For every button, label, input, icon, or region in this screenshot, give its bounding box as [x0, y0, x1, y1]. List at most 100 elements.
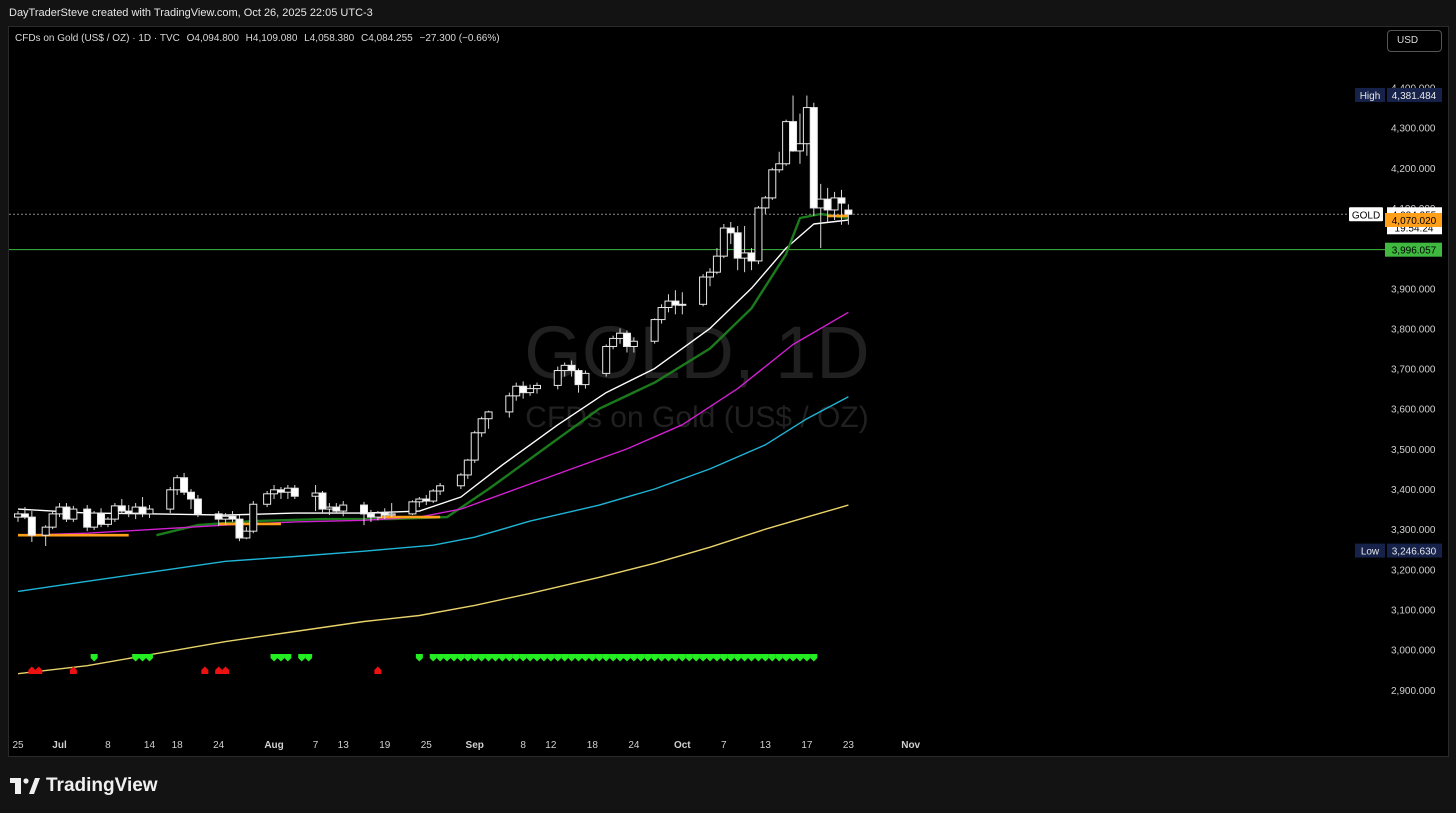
x-tick-label: 25 [12, 740, 24, 751]
candle-body-50 [463, 459, 472, 476]
open-value: O4,094.800 [186, 33, 239, 44]
buy-signal-30 [568, 654, 576, 662]
sell-signal-4 [215, 666, 223, 674]
buy-signal-28 [554, 654, 562, 662]
buy-signal-38 [623, 654, 631, 662]
candle-body-31 [276, 489, 285, 493]
candle-body-92 [823, 198, 832, 211]
buy-signal-35 [602, 654, 610, 662]
candle-body-24 [221, 515, 230, 520]
sell-signal-6 [374, 666, 382, 674]
tradingview-logo[interactable]: TradingView [10, 774, 158, 798]
candle-body-37 [332, 506, 341, 512]
buy-signal-14 [457, 654, 465, 662]
x-tick-label: 14 [144, 740, 156, 751]
candle-body-46 [422, 498, 431, 502]
candle-body-85 [775, 163, 784, 171]
candle-body-29 [263, 493, 272, 505]
candle-body-84 [768, 169, 777, 199]
candle-body-64 [602, 345, 611, 374]
buy-signal-12 [443, 654, 451, 662]
candle-body-5 [55, 506, 64, 515]
high-tag-text: High [1360, 91, 1381, 102]
candle-body-18 [166, 489, 175, 510]
buy-signal-54 [734, 654, 742, 662]
y-tick-label: 3,600.000 [1391, 405, 1436, 416]
candle-body-36 [325, 506, 334, 510]
candle-body-6 [62, 506, 71, 520]
candle-body-61 [567, 364, 576, 372]
candle-body-54 [505, 395, 514, 413]
buy-signal-39 [630, 654, 638, 662]
y-tick-label: 3,400.000 [1391, 485, 1436, 496]
candle-body-27 [242, 530, 251, 539]
buy-signal-48 [692, 654, 700, 662]
buy-signal-60 [775, 654, 783, 662]
x-tick-label: 18 [172, 740, 184, 751]
buy-signal-36 [609, 654, 617, 662]
buy-signal-7 [298, 654, 306, 662]
sell-signal-2 [69, 666, 77, 674]
y-tick-label: 3,100.000 [1391, 605, 1436, 616]
candle-body-81 [747, 252, 756, 262]
buy-signal-32 [581, 654, 589, 662]
candle-body-12 [110, 505, 119, 520]
candle-body-76 [712, 255, 721, 273]
candle-body-34 [311, 492, 320, 497]
change-value: −27.300 (−0.66%) [419, 33, 500, 44]
low-tag [1355, 543, 1385, 558]
candle-body-35 [318, 492, 327, 510]
candle-body-89 [802, 107, 811, 145]
candle-body-74 [699, 276, 708, 305]
candle-body-77 [719, 227, 728, 257]
candle-body-4 [48, 513, 57, 528]
indicator-line-2 [17, 311, 849, 536]
buy-signal-1 [132, 654, 140, 662]
buy-signal-27 [547, 654, 555, 662]
x-tick-label: 13 [760, 740, 772, 751]
buy-signal-0 [90, 654, 98, 662]
x-tick-label: 13 [338, 740, 350, 751]
candle-body-71 [664, 300, 673, 309]
candle-body-40 [366, 513, 375, 518]
chart-frame[interactable] [8, 26, 1449, 757]
x-tick-label: Jul [52, 740, 67, 751]
buy-signal-46 [678, 654, 686, 662]
x-tick-label: Oct [674, 740, 691, 751]
candle-body-95 [844, 209, 853, 215]
buy-signal-53 [727, 654, 735, 662]
candle-body-17 [145, 508, 154, 515]
close-value: C4,084.255 [361, 33, 413, 44]
buy-signal-63 [796, 654, 804, 662]
candle-body-86 [782, 121, 791, 165]
buy-signal-24 [526, 654, 534, 662]
currency-button[interactable]: USD [1387, 30, 1442, 52]
candle-body-59 [553, 370, 562, 386]
price-labels: High4,381.484Low3,246.630GOLD4,084.25519… [1349, 87, 1442, 558]
symbol-description[interactable]: CFDs on Gold (US$ / OZ) · 1D · TVC [15, 33, 180, 44]
candle-body-63 [581, 372, 590, 386]
candle-body-55 [512, 385, 521, 397]
candle-body-44 [408, 501, 417, 515]
y-tick-label: 3,900.000 [1391, 284, 1436, 295]
candle-body-48 [436, 485, 445, 492]
candle-body-75 [706, 271, 714, 278]
candle-body-88 [795, 143, 804, 152]
sell-signal-3 [201, 666, 209, 674]
candle-body-68 [629, 340, 638, 347]
x-tick-label: Sep [466, 740, 484, 751]
buy-signal-51 [713, 654, 721, 662]
candle-body-49 [456, 474, 465, 487]
buy-signal-50 [706, 654, 714, 662]
tradingview-logo-icon [10, 778, 40, 794]
candle-body-26 [235, 518, 244, 539]
candle-body-1 [20, 513, 29, 518]
attribution-text: DayTraderSteve created with TradingView.… [9, 7, 373, 19]
symbol-tag [1349, 207, 1383, 222]
candle-body-19 [173, 477, 182, 491]
candle-body-33 [290, 487, 299, 497]
candle-body-83 [761, 197, 770, 209]
symbol-tag-text: GOLD [1352, 210, 1380, 221]
indicator-line-0 [17, 219, 849, 516]
